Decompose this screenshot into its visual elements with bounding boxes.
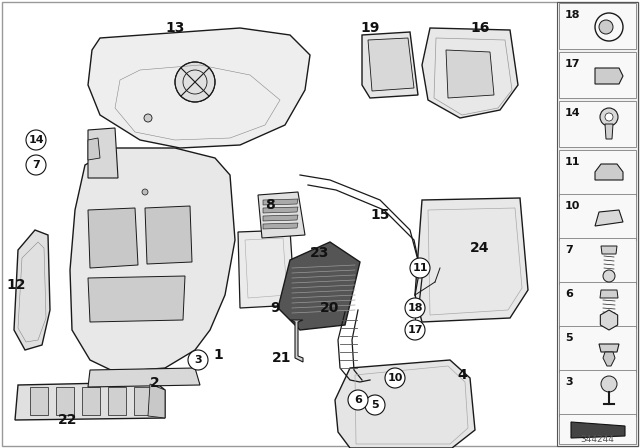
Text: 7: 7 xyxy=(565,245,573,255)
Text: 5: 5 xyxy=(565,333,573,343)
Text: 12: 12 xyxy=(6,278,26,292)
Polygon shape xyxy=(263,207,298,213)
Polygon shape xyxy=(56,387,74,415)
Text: 17: 17 xyxy=(407,325,423,335)
Circle shape xyxy=(26,155,46,175)
Text: 10: 10 xyxy=(387,373,403,383)
Bar xyxy=(559,52,636,98)
Text: 6: 6 xyxy=(565,289,573,299)
Polygon shape xyxy=(108,387,126,415)
Text: 9: 9 xyxy=(270,301,280,315)
Text: 24: 24 xyxy=(470,241,490,255)
Text: 13: 13 xyxy=(165,21,185,35)
Text: 8: 8 xyxy=(265,198,275,212)
Text: 3: 3 xyxy=(194,355,202,365)
Circle shape xyxy=(188,350,208,370)
Polygon shape xyxy=(88,368,200,387)
Text: 17: 17 xyxy=(565,59,580,69)
Polygon shape xyxy=(601,246,617,254)
Text: 18: 18 xyxy=(407,303,423,313)
Polygon shape xyxy=(415,198,528,322)
Polygon shape xyxy=(446,50,494,98)
Text: 22: 22 xyxy=(58,413,77,427)
Polygon shape xyxy=(290,320,303,362)
Polygon shape xyxy=(605,124,613,139)
Polygon shape xyxy=(600,290,618,298)
Polygon shape xyxy=(263,215,298,221)
Polygon shape xyxy=(15,382,165,420)
Text: 19: 19 xyxy=(360,21,380,35)
Polygon shape xyxy=(600,310,618,330)
Text: 4: 4 xyxy=(457,368,467,382)
Text: 2: 2 xyxy=(150,376,160,390)
Polygon shape xyxy=(88,128,118,178)
Bar xyxy=(559,150,636,196)
Bar xyxy=(559,282,636,328)
Polygon shape xyxy=(422,28,518,118)
Circle shape xyxy=(348,390,368,410)
Circle shape xyxy=(175,62,215,102)
Circle shape xyxy=(385,368,405,388)
Circle shape xyxy=(599,20,613,34)
Circle shape xyxy=(605,113,613,121)
Circle shape xyxy=(405,298,425,318)
Polygon shape xyxy=(134,387,152,415)
Polygon shape xyxy=(88,28,310,148)
Polygon shape xyxy=(595,210,623,226)
Polygon shape xyxy=(88,138,100,160)
Polygon shape xyxy=(335,360,475,448)
Polygon shape xyxy=(599,344,619,352)
Bar xyxy=(559,194,636,240)
Text: 3: 3 xyxy=(565,377,573,387)
Polygon shape xyxy=(362,32,418,98)
Text: 10: 10 xyxy=(565,201,580,211)
Text: 1: 1 xyxy=(213,348,223,362)
Circle shape xyxy=(144,114,152,122)
Circle shape xyxy=(142,189,148,195)
Text: 14: 14 xyxy=(28,135,44,145)
Text: 11: 11 xyxy=(412,263,428,273)
Text: 16: 16 xyxy=(470,21,490,35)
Text: 344244: 344244 xyxy=(580,435,614,444)
Bar xyxy=(559,101,636,147)
Polygon shape xyxy=(70,148,235,372)
Circle shape xyxy=(26,130,46,150)
Polygon shape xyxy=(238,230,295,308)
Text: 14: 14 xyxy=(565,108,580,118)
Polygon shape xyxy=(595,68,623,84)
Polygon shape xyxy=(148,384,165,418)
Bar xyxy=(559,3,636,49)
Text: 18: 18 xyxy=(565,10,580,20)
Polygon shape xyxy=(368,38,414,91)
Polygon shape xyxy=(88,276,185,322)
Bar xyxy=(557,2,638,446)
Polygon shape xyxy=(88,208,138,268)
Bar xyxy=(559,414,636,444)
Polygon shape xyxy=(278,242,360,330)
Polygon shape xyxy=(258,192,305,238)
Text: 7: 7 xyxy=(32,160,40,170)
Text: 23: 23 xyxy=(310,246,330,260)
Polygon shape xyxy=(263,199,298,205)
Polygon shape xyxy=(263,223,298,229)
Text: 21: 21 xyxy=(272,351,292,365)
Polygon shape xyxy=(14,230,50,350)
Polygon shape xyxy=(571,422,625,438)
Text: 20: 20 xyxy=(320,301,340,315)
Text: 11: 11 xyxy=(565,157,580,167)
Bar xyxy=(559,238,636,284)
Bar xyxy=(559,370,636,416)
Circle shape xyxy=(405,320,425,340)
Polygon shape xyxy=(82,387,100,415)
Circle shape xyxy=(601,376,617,392)
Circle shape xyxy=(410,258,430,278)
Polygon shape xyxy=(30,387,48,415)
Bar xyxy=(559,326,636,372)
Circle shape xyxy=(603,270,615,282)
Text: 15: 15 xyxy=(371,208,390,222)
Circle shape xyxy=(365,395,385,415)
Polygon shape xyxy=(145,206,192,264)
Polygon shape xyxy=(603,352,615,366)
Polygon shape xyxy=(595,164,623,180)
